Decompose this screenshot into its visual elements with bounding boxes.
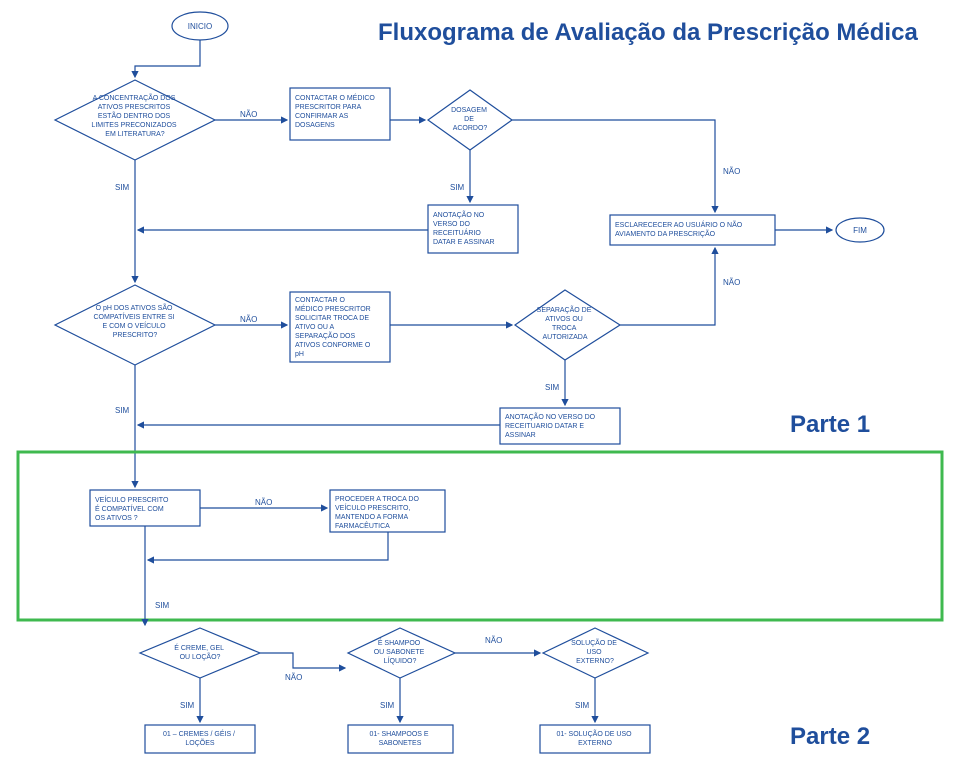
- edge-label: NÃO: [723, 167, 740, 176]
- node-solucao-text: SOLUÇÃO DE USO EXTERNO?: [571, 638, 619, 665]
- edge: [260, 653, 345, 668]
- node-shampoo-text: É SHAMPOO OU SABONETE LÍQUIDO?: [374, 638, 427, 665]
- part1-box: [18, 452, 942, 620]
- edge: [135, 40, 200, 77]
- edge-label: NÃO: [240, 110, 257, 119]
- node-ph-text: O pH DOS ATIVOS SÃO COMPATÍVEIS ENTRE SI…: [94, 303, 177, 339]
- node-inicio-label: INICIO: [188, 22, 212, 31]
- node-out3: [540, 725, 650, 753]
- part2-label: Parte 2: [790, 723, 870, 750]
- node-concentracao: [55, 80, 215, 160]
- node-proceder-text: PROCEDER A TROCA DO VEÍCULO PRESCRITO, M…: [335, 496, 421, 530]
- node-veiculo-text: VEÍCULO PRESCRITO É COMPATÍVEL COM OS AT…: [95, 495, 170, 522]
- edge-label: SIM: [115, 406, 130, 415]
- edge-label: NÃO: [723, 278, 740, 287]
- node-esclarecer-text: ESCLARECECER AO USUÁRIO O NÃO AVIAMENTO …: [615, 220, 744, 238]
- node-fim-label: FIM: [853, 226, 867, 235]
- node-contactar1-text: CONTACTAR O MÉDICO PRESCRITOR PARA CONFI…: [295, 93, 377, 129]
- edge-label: NÃO: [240, 315, 257, 324]
- edge-label: SIM: [115, 183, 130, 192]
- node-out2-text: 01- SHAMPOOS E SABONETES: [369, 731, 430, 747]
- node-separacao-text: SEPARAÇÃO DE ATIVOS OU TROCA AUTORIZADA: [537, 305, 594, 341]
- page-title: Fluxograma de Avaliação da Prescrição Mé…: [378, 19, 918, 46]
- edge-label: SIM: [545, 383, 560, 392]
- node-anotacao1-text: ANOTAÇÃO NO VERSO DO RECEITUÁRIO DATAR E…: [433, 210, 495, 246]
- edge-label: SIM: [450, 183, 465, 192]
- edge: [620, 248, 715, 325]
- edge-label: NÃO: [285, 673, 302, 682]
- edge: [512, 120, 715, 212]
- edge-label: NÃO: [485, 636, 502, 645]
- node-contactar2-text: CONTACTAR O MÉDICO PRESCRITOR SOLICITAR …: [295, 297, 373, 358]
- edge: [148, 532, 388, 560]
- node-out2: [348, 725, 453, 753]
- edge-label: SIM: [155, 601, 170, 610]
- edge-label: NÃO: [255, 498, 272, 507]
- edge-label: SIM: [380, 701, 395, 710]
- node-dosagem-text: DOSAGEM DE ACORDO?: [451, 107, 489, 132]
- node-anotacao2-text: ANOTAÇÃO NO VERSO DO RECEITUARIO DATAR E…: [505, 412, 597, 439]
- node-out1-text: 01 – CREMES / GÉIS / LOÇÕES: [163, 729, 237, 747]
- part1-label: Parte 1: [790, 411, 870, 438]
- edge-label: SIM: [575, 701, 590, 710]
- node-esclarecer: [610, 215, 775, 245]
- node-creme-text: É CREME, GEL OU LOÇÃO?: [174, 643, 225, 661]
- node-concentracao-text: A CONCENTRAÇÃO DOS ATIVOS PRESCRITOS EST…: [91, 93, 178, 138]
- edge-label: SIM: [180, 701, 195, 710]
- node-out1: [145, 725, 255, 753]
- node-out3-text: 01- SOLUÇÃO DE USO EXTERNO: [556, 729, 633, 747]
- node-creme: [140, 628, 260, 678]
